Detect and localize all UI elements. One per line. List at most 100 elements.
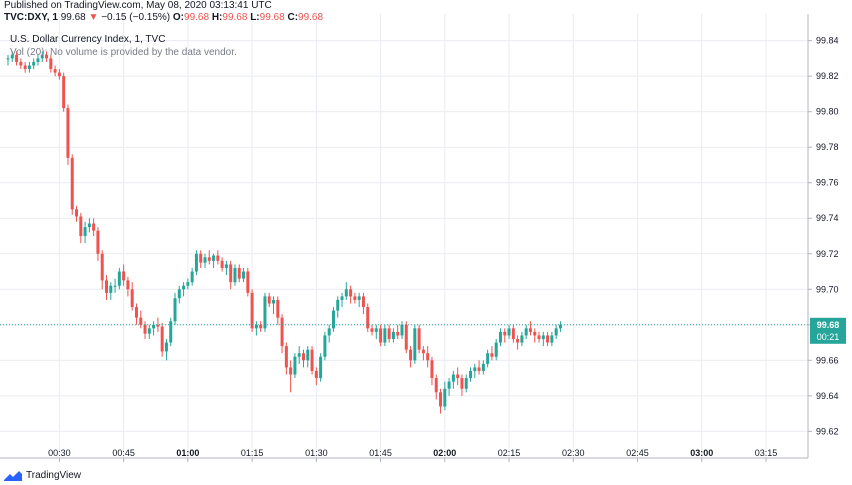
quote-line: TVC:DXY, 1 99.68 ▼ −0.15 (−0.15%) O:99.6… <box>4 12 323 24</box>
candle-body <box>379 328 383 343</box>
candle-body <box>297 353 301 357</box>
candle-body <box>182 285 186 290</box>
candle <box>220 257 224 272</box>
candle <box>190 267 194 286</box>
candle-body <box>160 326 164 352</box>
candle-body <box>27 65 31 70</box>
candle <box>486 349 490 368</box>
footer-brand[interactable]: TradingView <box>4 470 81 481</box>
candle <box>477 360 481 375</box>
x-tick-label: 02:15 <box>498 448 521 458</box>
candle-body <box>370 328 374 332</box>
candle-body <box>387 328 391 340</box>
candle <box>212 253 216 268</box>
candle-body <box>439 392 443 407</box>
candle-body <box>242 271 246 279</box>
candle <box>267 292 271 308</box>
candle <box>173 292 177 325</box>
candle <box>139 310 143 329</box>
candle <box>473 363 477 379</box>
candle-body <box>220 260 224 268</box>
candle <box>152 321 156 336</box>
candle-body <box>310 349 314 371</box>
price-axis[interactable]: 99.84 99.82 99.80 99.78 99.76 99.74 99.72 99.70… <box>807 14 839 458</box>
candle-body <box>374 328 378 332</box>
candle <box>134 303 138 325</box>
candle-body <box>409 349 413 361</box>
high-label: H: <box>211 12 223 23</box>
candle-body <box>70 157 74 210</box>
low-value: 99.68 <box>259 12 285 23</box>
close-value: 99.68 <box>298 12 324 23</box>
candle <box>130 282 134 311</box>
candle <box>494 339 498 361</box>
candle <box>113 278 117 293</box>
candle-body <box>537 335 541 340</box>
candle-body <box>36 58 40 62</box>
candle-body <box>169 321 173 343</box>
candle-body <box>451 374 455 382</box>
candle <box>66 104 70 165</box>
candle-body <box>460 378 464 389</box>
candle <box>366 303 370 332</box>
candle-body <box>344 289 348 297</box>
candle-body <box>186 282 190 286</box>
candle-body <box>494 342 498 357</box>
candle-body <box>473 367 477 371</box>
candle-body <box>134 307 138 318</box>
candle-body <box>520 335 524 343</box>
candle <box>32 58 36 70</box>
candle-body <box>79 216 83 236</box>
candle-body <box>92 223 96 231</box>
chart-header: Published on TradingView.com, May 08, 20… <box>4 0 323 24</box>
candle <box>417 324 421 354</box>
candle <box>558 321 562 332</box>
candle-body <box>426 353 430 361</box>
candle <box>443 381 447 411</box>
candle-body <box>301 353 305 361</box>
candle <box>233 264 237 286</box>
candle <box>516 335 520 350</box>
candle-body <box>263 296 267 329</box>
candle-body <box>75 209 79 217</box>
candle-body <box>554 328 558 336</box>
candle <box>199 250 203 268</box>
candle <box>301 349 305 368</box>
x-tick-label: 02:30 <box>562 448 585 458</box>
candle-body <box>15 54 19 62</box>
candle-body <box>447 381 451 389</box>
y-tick-label: 99.76 <box>816 178 839 188</box>
candle <box>331 307 335 332</box>
candle <box>19 58 23 70</box>
candle-body <box>541 335 545 340</box>
candle-body <box>224 264 228 268</box>
time-axis[interactable]: 00:30 00:45 01:00 01:15 01:30 01:45 02:00 02:15… <box>0 448 808 462</box>
candle-body <box>546 335 550 343</box>
candle <box>507 324 511 340</box>
series-title: U.S. Dollar Currency Index, 1, TVC <box>10 34 166 45</box>
candle <box>250 289 254 332</box>
candle-body <box>464 378 468 389</box>
candle <box>533 328 537 343</box>
candle-body <box>413 328 417 361</box>
candle <box>92 218 96 236</box>
candle-body <box>319 356 323 379</box>
candle <box>550 331 554 347</box>
candle <box>503 328 507 343</box>
candle <box>289 360 293 393</box>
candle-body <box>558 324 562 329</box>
candle <box>554 324 558 340</box>
price-change: −0.15 (−0.15%) <box>101 12 171 23</box>
candle-body <box>254 324 258 329</box>
candle <box>537 331 541 343</box>
candle <box>323 331 327 361</box>
candles <box>6 51 562 414</box>
candle-body <box>126 280 130 290</box>
candle <box>310 346 314 375</box>
candle-body <box>23 65 27 70</box>
candle <box>464 374 468 393</box>
x-tick-label: 02:45 <box>626 448 649 458</box>
candle <box>469 367 473 382</box>
candle-body <box>366 307 370 329</box>
